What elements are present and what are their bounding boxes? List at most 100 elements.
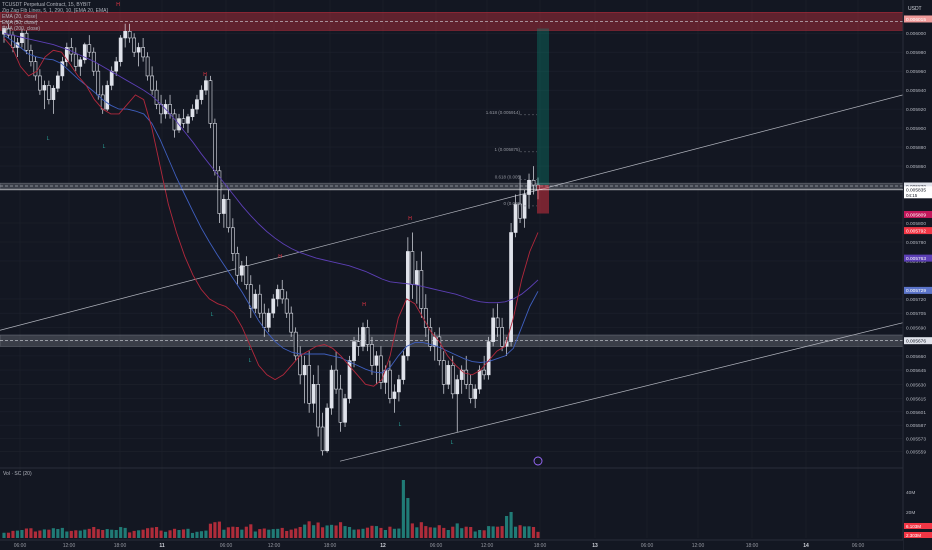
candle-body [257,293,262,314]
volume-bar [303,524,307,538]
candle-body [388,369,392,399]
volume-bar [446,530,450,538]
swing-label: H [278,254,282,260]
volume-bar [433,527,437,538]
candle-body [365,327,370,345]
candle-body [47,85,51,100]
candle-body [280,289,285,300]
volume-bar [442,527,446,538]
volume-bar [119,527,123,538]
candle-body [482,369,487,376]
candle-body [150,75,154,91]
volume-bar [424,526,428,538]
position-target-box [537,28,549,186]
legend-ema50[interactable]: EMA (50, close) [2,20,38,26]
candle-body [392,391,397,399]
candle-body [491,317,495,342]
volume-bar [338,522,343,538]
candle-body [60,61,65,77]
fib-lines: 1.618 (0.005914) 1 (0.005875) 0.618 (0.005… [486,110,537,207]
candle-body [275,289,280,300]
price-tick-label: 0.005780 [906,240,926,246]
swing-label: H [116,2,120,8]
price-axis: USDT 0.006000 0.005980 0.005960 0.005940 0.00… [902,0,932,550]
candle-body [347,360,352,399]
swing-label: L [249,346,252,352]
volume-bar [87,528,91,538]
swing-label: H [362,302,366,308]
volume-bar [370,525,374,538]
candle-body [428,327,433,347]
volume-tag-label: 6.103M [906,524,921,529]
volume-bar [253,531,257,538]
candle-body [100,94,105,110]
volume-bar [518,525,522,538]
time-tick-label: 06:00 [14,543,27,549]
swing-label: L [451,440,454,446]
swing-label: L [47,136,50,142]
legend-ema20[interactable]: EMA (20, close) [2,14,38,20]
candle-body [181,118,186,124]
volume-bar [531,527,536,538]
volume-bar [11,530,15,538]
volume-bar [83,529,87,538]
alarm-icon[interactable] [533,456,543,466]
volume-bar [325,525,329,538]
volume-bar [190,532,195,538]
volume-bar [285,530,289,538]
candle-body [199,89,204,100]
volume-bar [181,529,186,538]
price-tag-bg [904,186,932,199]
candle-body [172,113,177,131]
time-axis-bg [0,540,903,550]
volume-bar [24,528,29,538]
volume-bar [271,529,275,538]
volume-label: Vol · SC (20) [3,471,32,477]
volume-bar [78,530,82,538]
volume-bar [217,521,221,538]
symbol-title[interactable]: TCUSDT Perpetual Contract, 15, BYBIT [2,2,91,8]
volume-bar [352,529,356,538]
time-tick-label: 06:00 [430,543,443,549]
time-tick-label: 12:00 [63,543,76,549]
volume-bar [42,529,46,538]
candle-body [464,369,469,385]
candle-body [208,80,213,124]
price-tick-label: 0.005630 [906,382,926,388]
price-tick-label: 0.005920 [906,107,926,113]
position-stop-box [537,185,549,214]
candle-body [441,360,446,385]
volume-bar [141,529,145,538]
candle-body [114,61,119,72]
volume-pane: Vol · SC (20) [0,467,903,538]
time-tick-label: 18:00 [534,543,547,549]
volume-bar [74,530,78,538]
candle-body [262,312,267,328]
candle-body [190,108,195,118]
volume-bar [240,529,244,538]
price-tick-label: 0.005720 [906,297,926,303]
legend-zigzag[interactable]: Zig Zag Fib Lines, 5, 1, 290, 10, [EMA 2… [2,8,108,14]
volume-bar [437,525,441,538]
price-tick-label: 0.005645 [906,368,926,374]
volume-bar [69,530,73,538]
price-tag-label: 0.005809 [906,212,926,218]
candle-body [132,37,137,53]
volume-bar [172,528,177,538]
price-tick-label: 0.005860 [906,164,926,170]
volume-bar [262,528,266,538]
volume-bar [330,524,334,538]
legend-ema200[interactable]: EMA (200, close) [2,26,41,32]
time-tick-label: 13 [592,543,598,549]
volume-bar [419,522,423,538]
candle-body [361,327,365,347]
time-tick-label: 12:00 [268,543,281,549]
volume-bar [356,529,361,538]
price-axis-bg [903,0,932,550]
volume-bar [244,526,248,538]
candle-body [64,47,69,62]
price-tag-bg [904,286,932,294]
volume-bar [186,528,190,538]
